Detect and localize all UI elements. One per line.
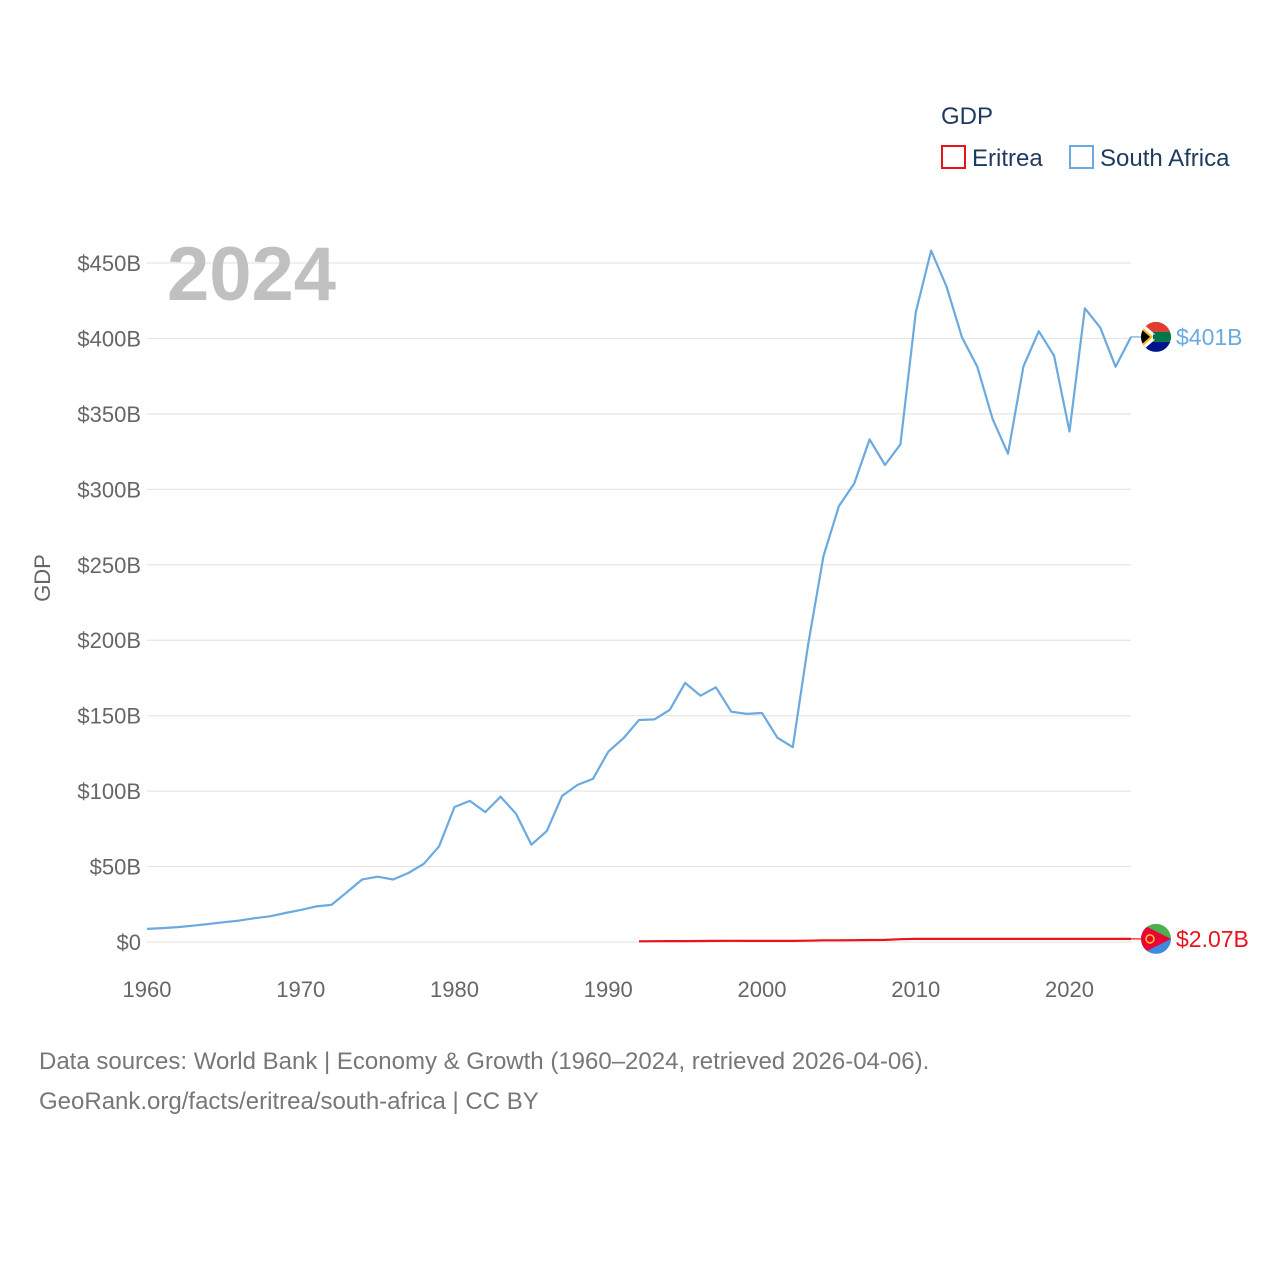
x-tick-label: 2000 bbox=[738, 977, 787, 1002]
y-tick-label: $400B bbox=[77, 326, 141, 351]
eritrea-flag-icon bbox=[1141, 923, 1171, 954]
end-label-south-africa: $401B bbox=[1176, 324, 1243, 350]
legend: GDP Eritrea South Africa bbox=[941, 103, 1230, 172]
legend-swatch-south-africa bbox=[1069, 145, 1094, 169]
series-line-eritrea bbox=[638, 937, 1131, 943]
end-label-eritrea: $2.07B bbox=[1176, 926, 1249, 952]
legend-item-eritrea[interactable]: Eritrea bbox=[941, 145, 1043, 172]
series-lines bbox=[146, 249, 1141, 943]
y-tick-label: $100B bbox=[77, 779, 141, 804]
legend-label-eritrea: Eritrea bbox=[972, 145, 1043, 172]
legend-label-south-africa: South Africa bbox=[1100, 145, 1230, 172]
legend-title: GDP bbox=[941, 103, 993, 130]
data-source-text: Data sources: World Bank | Economy & Gro… bbox=[39, 1048, 930, 1075]
legend-swatch-eritrea bbox=[941, 145, 966, 169]
y-tick-label: $350B bbox=[77, 402, 141, 427]
x-tick-label: 1980 bbox=[430, 977, 479, 1002]
year-label: 2024 bbox=[167, 232, 336, 317]
footer: Data sources: World Bank | Economy & Gro… bbox=[39, 1042, 929, 1122]
x-tick-label: 2020 bbox=[1045, 977, 1094, 1002]
x-tick-label: 2010 bbox=[891, 977, 940, 1002]
x-tick-label: 1960 bbox=[123, 977, 172, 1002]
gridlines bbox=[147, 262, 1131, 943]
legend-item-south-africa[interactable]: South Africa bbox=[1069, 145, 1230, 172]
x-tick-label: 1970 bbox=[276, 977, 325, 1002]
y-tick-label: $50B bbox=[90, 855, 141, 880]
y-tick-label: $200B bbox=[77, 628, 141, 653]
y-tick-label: $150B bbox=[77, 704, 141, 729]
y-axis-ticks: $0 $50B $100B $150B $200B $250B $300B $350B $400… bbox=[77, 251, 141, 955]
south-africa-flag-icon bbox=[1141, 321, 1171, 352]
y-tick-label: $450B bbox=[77, 251, 141, 276]
x-axis-ticks: 1960 1970 1980 1990 2000 2010 2020 bbox=[123, 977, 1094, 1002]
x-tick-label: 1990 bbox=[584, 977, 633, 1002]
attribution-text: GeoRank.org/facts/eritrea/south-africa |… bbox=[39, 1088, 539, 1115]
series-line-south-africa bbox=[146, 249, 1132, 930]
y-axis-title: GDP bbox=[30, 554, 55, 602]
y-tick-label: $0 bbox=[117, 930, 141, 955]
y-tick-label: $250B bbox=[77, 553, 141, 578]
y-tick-label: $300B bbox=[77, 477, 141, 502]
